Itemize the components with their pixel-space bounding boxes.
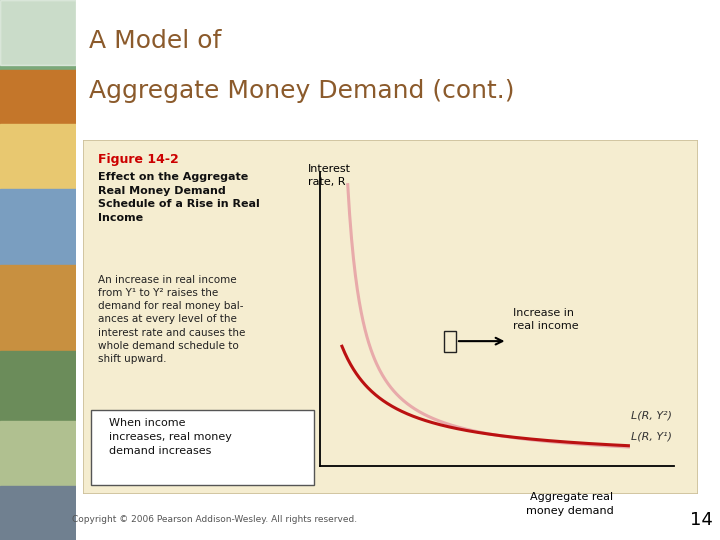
Text: A Model of: A Model of [89,29,222,53]
Text: Interest
rate, R: Interest rate, R [307,164,351,187]
Bar [0,0,76,65]
Text: Aggregate Money Demand (cont.): Aggregate Money Demand (cont.) [89,79,515,103]
Bar [0,124,76,189]
Text: Aggregate real
money demand: Aggregate real money demand [526,492,613,516]
Text: Copyright © 2006 Pearson Addison-Wesley. All rights reserved.: Copyright © 2006 Pearson Addison-Wesley.… [72,515,357,524]
Bar [0,421,76,486]
Bar [0,189,76,265]
Bar [0,351,76,421]
Text: Increase in
real income: Increase in real income [513,308,579,332]
Text: L(R, Y²): L(R, Y²) [631,410,672,420]
Bar [0,0,76,70]
Text: L(R, Y¹): L(R, Y¹) [631,431,672,441]
FancyBboxPatch shape [91,410,314,484]
Text: An increase in real income
from Y¹ to Y² raises the
demand for real money bal-
a: An increase in real income from Y¹ to Y²… [98,275,246,364]
Bar [0,70,76,124]
Text: When income
increases, real money
demand increases: When income increases, real money demand… [109,418,232,456]
Text: 14: 14 [690,511,713,529]
FancyBboxPatch shape [83,140,698,494]
Bar [0,265,76,351]
Bar [0,486,76,540]
Text: Figure 14-2: Figure 14-2 [98,153,179,166]
Text: Effect on the Aggregate
Real Money Demand
Schedule of a Rise in Real
Income: Effect on the Aggregate Real Money Deman… [98,172,260,223]
